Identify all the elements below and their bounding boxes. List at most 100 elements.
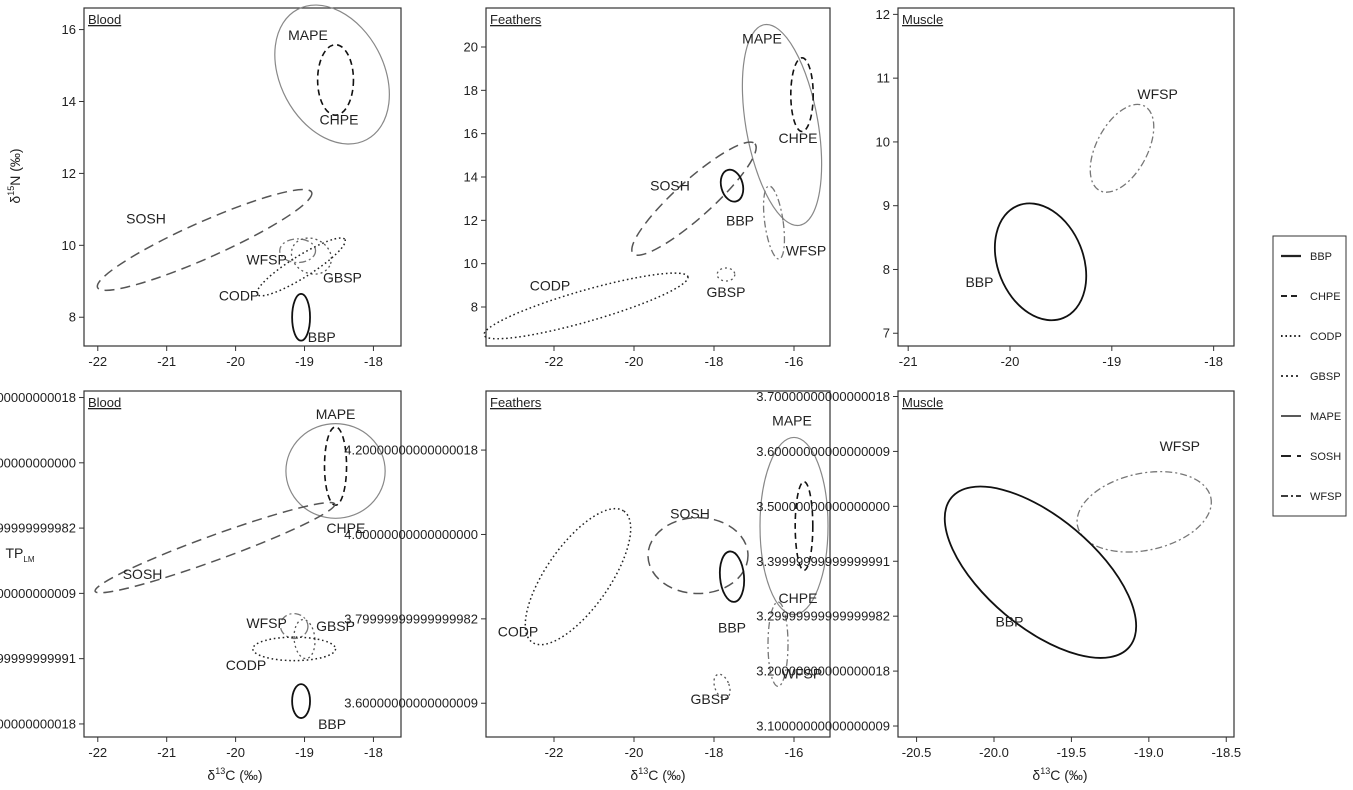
- y-tick-label: 3.20000000000000018: [756, 664, 890, 679]
- y-tick-label: 3.60000000000000009: [344, 696, 478, 711]
- ellipse-label-sosh: SOSH: [670, 505, 710, 521]
- x-tick-label: -19: [295, 354, 314, 369]
- x-tick-label: -20: [625, 745, 644, 760]
- ellipse-bbp: [291, 683, 311, 719]
- legend-label-codp: CODP: [1310, 331, 1342, 343]
- ellipse-wfsp: [762, 185, 786, 260]
- y-tick-label: 10: [464, 256, 478, 271]
- ellipse-label-codp: CODP: [498, 624, 538, 640]
- x-tick-label: -21: [899, 354, 918, 369]
- y-tick-label: 18: [464, 83, 478, 98]
- x-tick-label: -22: [545, 745, 564, 760]
- y-tick-label: 12: [876, 7, 890, 22]
- y-tick-label: 3.39999999999999991: [756, 554, 890, 569]
- ellipse-label-bbp: BBP: [965, 274, 993, 290]
- panel-title: Blood: [88, 395, 121, 410]
- y-tick-label: 4.00000000000000000: [0, 455, 76, 470]
- y-tick-label: 14: [62, 94, 76, 109]
- ellipse-chpe: [316, 43, 355, 116]
- y-tick-label: 3.39999999999999991: [0, 651, 76, 666]
- y-tick-label: 3.60000000000000009: [0, 586, 76, 601]
- ellipse-label-gbsp: GBSP: [691, 691, 730, 707]
- x-tick-label: -16: [785, 745, 804, 760]
- ellipse-label-sosh: SOSH: [126, 210, 166, 226]
- x-tick-label: -22: [88, 354, 107, 369]
- x-axis-title-1: δ13C (‰): [207, 766, 262, 783]
- ellipse-sosh: [647, 516, 749, 595]
- x-tick-label: -19.5: [1057, 745, 1087, 760]
- ellipse-chpe: [794, 480, 814, 572]
- x-tick-label: -20: [226, 745, 245, 760]
- ellipse-label-bbp: BBP: [308, 329, 336, 345]
- y-tick-label: 3.50000000000000000: [756, 499, 890, 514]
- x-tick-label: -16: [785, 354, 804, 369]
- x-tick-label: -20: [226, 354, 245, 369]
- plot-frame: [83, 7, 402, 347]
- ellipse-mape: [741, 23, 823, 227]
- ellipse-label-gbsp: GBSP: [316, 618, 355, 634]
- ellipse-label-bbp: BBP: [726, 212, 754, 228]
- ellipse-wfsp: [1076, 470, 1212, 553]
- y-tick-label: 3.70000000000000018: [756, 389, 890, 404]
- y-axis-title-top: δ15N (‰): [6, 148, 23, 203]
- x-tick-label: -18: [705, 745, 724, 760]
- y-tick-label: 3.10000000000000009: [756, 719, 890, 734]
- ellipse-bbp: [993, 202, 1088, 322]
- legend-label-gbsp: GBSP: [1310, 371, 1341, 383]
- y-tick-label: 20: [464, 40, 478, 55]
- x-tick-label: -18: [705, 354, 724, 369]
- x-axis-title-3: δ13C (‰): [1032, 766, 1087, 783]
- ellipse-bbp: [943, 485, 1138, 659]
- ellipse-label-bbp: BBP: [718, 619, 746, 635]
- legend-label-wfsp: WFSP: [1310, 491, 1342, 503]
- ellipse-chpe: [789, 57, 814, 133]
- ellipse-codp: [483, 272, 689, 340]
- y-tick-label: 8: [471, 300, 478, 315]
- ellipse-label-bbp: BBP: [995, 614, 1023, 630]
- panel-2: Feathers -22 -20 -18 -16 8 10 12 14 16 18 20 MAPE CHP…: [464, 7, 831, 369]
- legend: BBP CHPE CODP GBSP MAPE SOSH WFSP: [1272, 235, 1347, 517]
- ellipse-label-mape: MAPE: [772, 413, 812, 429]
- ellipse-mape: [274, 4, 390, 145]
- y-tick-label: 16: [464, 126, 478, 141]
- ellipse-label-codp: CODP: [530, 277, 570, 293]
- ellipse-bbp: [718, 550, 746, 603]
- panel-6: Muscle -20.5 -20.0 -19.5 -19.0 -18.5 3.1000000…: [756, 389, 1241, 760]
- y-tick-label: 3.79999999999999982: [0, 521, 76, 536]
- x-tick-label: -22: [545, 354, 564, 369]
- x-tick-label: -20.5: [902, 745, 932, 760]
- ellipse-sosh: [631, 141, 757, 256]
- ellipse-codp: [252, 636, 337, 662]
- panel-title: Feathers: [490, 395, 542, 410]
- legend-label-sosh: SOSH: [1310, 451, 1341, 463]
- ellipse-label-wfsp: WFSP: [246, 252, 286, 268]
- ellipse-label-codp: CODP: [226, 657, 266, 673]
- x-tick-label: -21: [157, 745, 176, 760]
- x-tick-label: -18: [364, 745, 383, 760]
- x-tick-label: -19: [1102, 354, 1121, 369]
- y-tick-label: 3.60000000000000009: [756, 444, 890, 459]
- ellipse-label-sosh: SOSH: [650, 178, 690, 194]
- x-tick-label: -19.0: [1134, 745, 1164, 760]
- x-tick-label: -21: [157, 354, 176, 369]
- legend-label-mape: MAPE: [1310, 411, 1341, 423]
- axis-titles: δ13C (‰) δ13C (‰) δ13C (‰) δ15N (‰) TPLM: [5, 148, 1087, 783]
- ellipse-wfsp: [279, 238, 317, 264]
- ellipse-label-bbp: BBP: [318, 716, 346, 732]
- panel-4: Blood -22 -21 -20 -19 -18 3.20000000000000018 3…: [0, 390, 402, 760]
- x-tick-label: -18: [364, 354, 383, 369]
- y-tick-label: 8: [69, 310, 76, 325]
- ellipse-label-mape: MAPE: [742, 30, 782, 46]
- ellipse-wfsp: [279, 612, 309, 640]
- ellipse-codp: [256, 237, 347, 297]
- y-tick-label: 8: [883, 262, 890, 277]
- ellipse-wfsp: [1089, 103, 1155, 193]
- ellipse-label-chpe: CHPE: [779, 590, 818, 606]
- legend-label-bbp: BBP: [1310, 251, 1332, 263]
- x-tick-label: -20: [625, 354, 644, 369]
- y-tick-label: 12: [464, 213, 478, 228]
- y-axis-title-bottom: TPLM: [5, 545, 34, 564]
- plot-frame: [485, 390, 831, 738]
- ellipse-label-gbsp: GBSP: [707, 284, 746, 300]
